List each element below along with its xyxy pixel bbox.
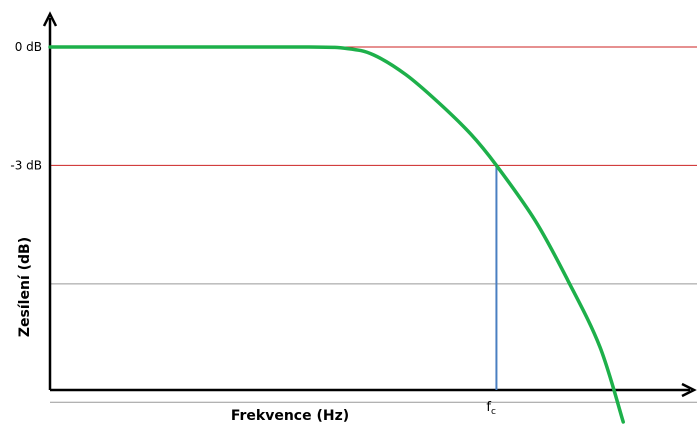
y-tick-labels: 0 dB -3 dB (10, 40, 42, 172)
cutoff-marker: fc (486, 165, 498, 417)
x-axis-title: Frekvence (Hz) (231, 408, 349, 424)
reference-lines (50, 46, 697, 403)
series (48, 45, 625, 424)
y-axis-title: Zesílení (dB) (17, 237, 33, 337)
series-line-0 (48, 45, 625, 424)
x-axis-arrow-icon (681, 382, 697, 398)
axes (42, 11, 697, 398)
cutoff-label: fc (486, 400, 496, 417)
y-tick-label-1: -3 dB (10, 158, 42, 172)
y-tick-label-0: 0 dB (15, 40, 42, 54)
y-axis-arrow-icon (42, 11, 58, 27)
